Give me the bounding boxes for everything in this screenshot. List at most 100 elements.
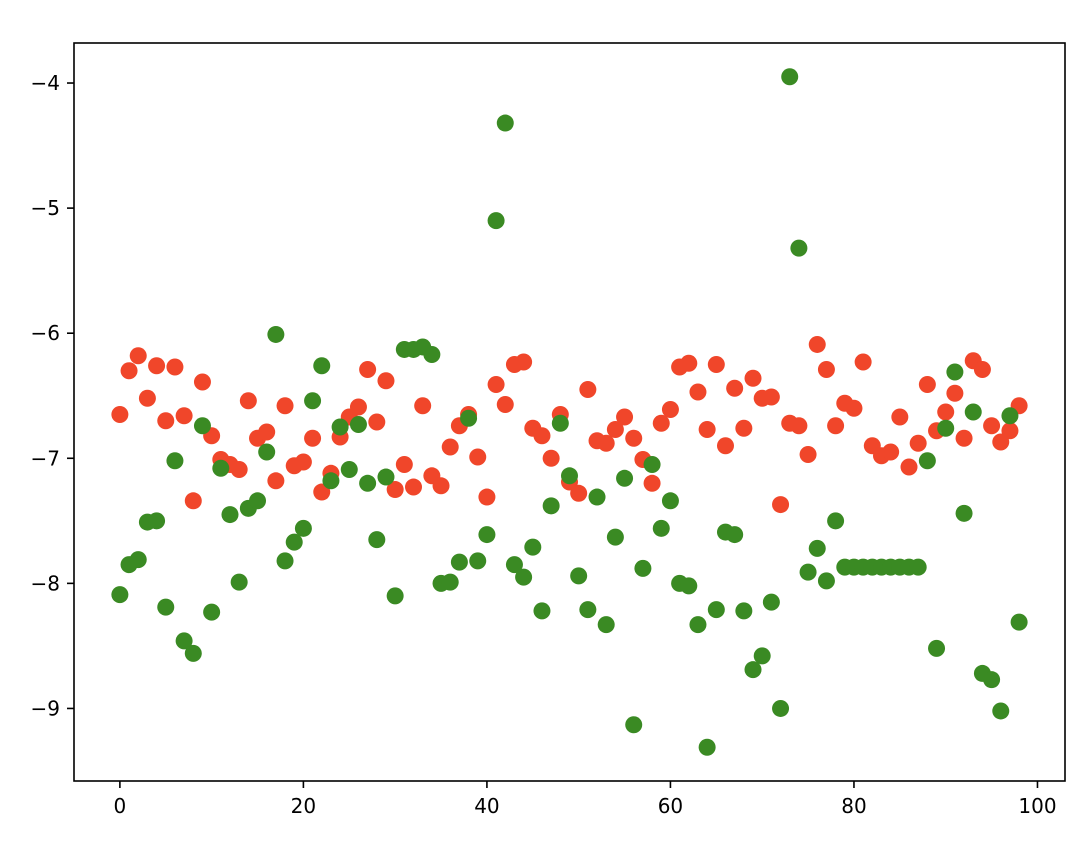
data-point-series-2 [304, 392, 322, 410]
data-point-series-1 [744, 369, 762, 387]
data-point-series-2 [799, 563, 817, 581]
data-point-series-2 [313, 357, 331, 375]
data-point-series-2 [1001, 407, 1019, 425]
y-tick-label: −9 [31, 696, 60, 720]
data-point-series-1 [469, 448, 487, 466]
data-point-series-2 [285, 533, 303, 551]
data-point-series-1 [175, 407, 193, 425]
data-point-series-2 [643, 456, 661, 474]
data-point-series-1 [918, 375, 936, 393]
data-point-series-1 [735, 419, 753, 437]
data-point-series-2 [496, 114, 514, 132]
data-point-series-2 [753, 647, 771, 665]
data-point-series-2 [964, 403, 982, 421]
data-point-series-2 [340, 461, 358, 479]
data-point-series-1 [515, 353, 533, 371]
data-point-series-1 [432, 477, 450, 495]
data-point-series-1 [377, 372, 395, 390]
data-point-series-2 [689, 616, 707, 634]
data-point-series-1 [386, 481, 404, 499]
data-point-series-2 [524, 538, 542, 556]
data-point-series-1 [689, 383, 707, 401]
data-point-series-1 [817, 360, 835, 378]
data-point-series-1 [193, 373, 211, 391]
y-tick-label: −7 [31, 446, 60, 470]
data-point-series-2 [368, 531, 386, 549]
data-point-series-2 [707, 601, 725, 619]
data-point-series-1 [606, 421, 624, 439]
data-point-series-2 [744, 661, 762, 679]
data-point-series-1 [827, 417, 845, 435]
data-point-series-1 [882, 443, 900, 461]
data-point-series-2 [533, 602, 551, 620]
data-point-series-1 [716, 437, 734, 455]
data-point-series-2 [561, 467, 578, 485]
data-point-series-1 [579, 380, 597, 398]
data-point-series-2 [249, 492, 267, 510]
data-point-series-1 [652, 414, 670, 432]
data-point-series-2 [166, 452, 184, 470]
data-point-series-1 [973, 360, 991, 378]
data-point-series-1 [496, 395, 514, 413]
y-tick-label: −8 [31, 571, 60, 595]
data-point-series-2 [1010, 613, 1028, 631]
data-point-series-1 [267, 472, 285, 490]
data-point-series-2 [349, 416, 367, 434]
y-tick-label: −5 [31, 196, 60, 220]
data-point-series-2 [928, 639, 946, 657]
data-point-series-1 [533, 427, 551, 445]
y-axis: −4 −5 −6 −7 −8 −9 [31, 71, 74, 720]
x-axis: 0 20 40 60 80 100 [114, 781, 1057, 818]
data-point-series-1 [542, 449, 560, 467]
data-point-series-2 [983, 671, 1001, 689]
data-point-series-2 [762, 593, 780, 611]
data-point-series-1 [937, 403, 955, 421]
data-point-series-2 [909, 558, 927, 576]
x-tick-label: 40 [474, 794, 499, 818]
data-point-series-1 [983, 417, 1001, 435]
data-point-series-1 [799, 446, 817, 464]
data-point-series-2 [175, 632, 193, 650]
data-point-series-1 [276, 397, 294, 415]
data-point-series-1 [441, 438, 459, 456]
data-point-series-1 [762, 388, 780, 406]
data-point-series-1 [395, 456, 413, 474]
data-point-series-1 [680, 354, 698, 372]
data-point-series-1 [230, 461, 248, 479]
data-point-series-1 [359, 360, 377, 378]
data-point-series-1 [643, 474, 661, 492]
data-point-series-1 [790, 417, 808, 435]
data-point-series-2 [441, 573, 459, 591]
data-point-series-2 [258, 443, 276, 461]
data-point-series-2 [450, 553, 468, 571]
data-point-series-1 [313, 483, 331, 501]
data-point-series-2 [111, 586, 129, 604]
data-point-series-1 [900, 458, 918, 476]
data-point-series-2 [992, 702, 1010, 720]
data-point-series-2 [827, 512, 845, 530]
data-point-series-2 [221, 506, 239, 524]
data-point-series-2 [193, 417, 211, 435]
data-point-series-2 [469, 552, 487, 570]
plot-frame [73, 42, 1066, 782]
data-point-series-2 [588, 488, 606, 506]
data-point-series-1 [726, 379, 744, 397]
data-point-series-2 [184, 644, 202, 662]
data-point-series-1 [120, 362, 138, 380]
data-point-series-2 [129, 551, 147, 569]
data-point-series-1 [845, 399, 863, 417]
data-point-series-1 [111, 406, 129, 424]
data-point-series-1 [570, 484, 588, 502]
data-point-series-1 [854, 353, 872, 371]
data-point-series-2 [505, 556, 523, 574]
data-point-series-1 [368, 413, 386, 431]
data-point-series-2 [478, 526, 496, 544]
data-point-series-2 [515, 568, 533, 586]
data-point-series-1 [239, 392, 257, 410]
data-point-series-1 [707, 355, 725, 373]
y-tick-label: −6 [31, 321, 60, 345]
y-tick-label: −4 [31, 71, 60, 95]
data-point-series-1 [625, 429, 643, 447]
